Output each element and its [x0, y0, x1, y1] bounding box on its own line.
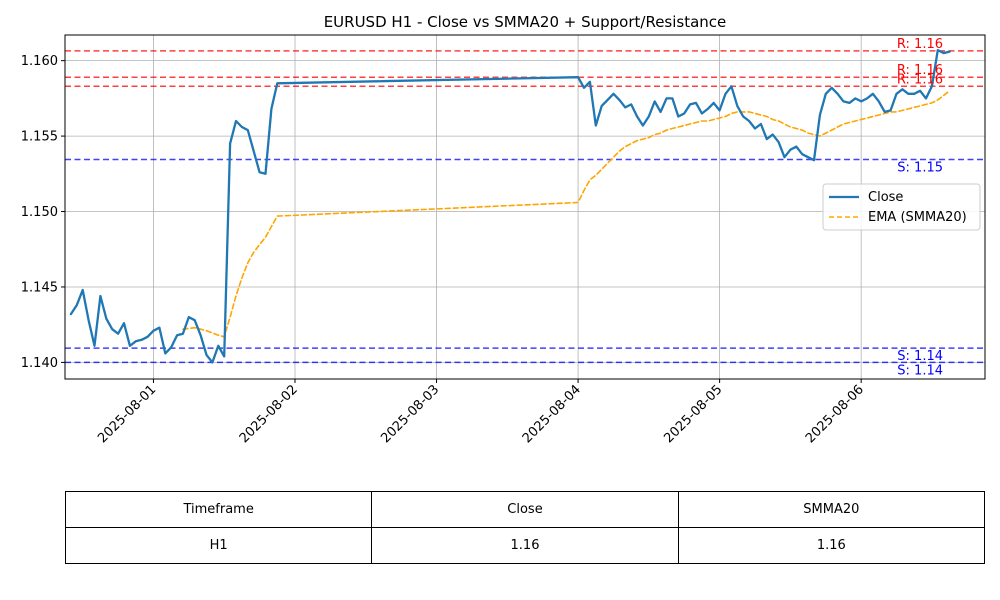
chart-title: EURUSD H1 - Close vs SMMA20 + Support/Re…	[324, 13, 727, 31]
chart: EURUSD H1 - Close vs SMMA20 + Support/Re…	[21, 13, 986, 446]
ema-series-line	[182, 90, 951, 338]
table-header-smma20: SMMA20	[677, 491, 986, 528]
y-axis: 1.140 1.145 1.150 1.155 1.160	[21, 54, 65, 371]
x-tick-label: 2025-08-04	[520, 382, 584, 446]
support-level-label: S: 1.14	[897, 363, 943, 378]
x-tick-label: 2025-08-05	[661, 382, 725, 446]
grid	[65, 35, 985, 379]
y-tick-label: 1.140	[21, 356, 58, 371]
level-labels: R: 1.16R: 1.16R: 1.16S: 1.15S: 1.14S: 1.…	[897, 37, 943, 379]
resistance-level-label: R: 1.16	[897, 72, 943, 87]
legend-close-label: Close	[868, 190, 903, 205]
table-cell-timeframe: H1	[64, 527, 373, 564]
table-cell-close: 1.16	[371, 527, 679, 564]
resistance-level-label: R: 1.16	[897, 37, 943, 52]
x-tick-label: 2025-08-06	[803, 382, 867, 446]
close-series-line	[69, 48, 951, 364]
legend-ema-label: EMA (SMMA20)	[868, 210, 967, 225]
resistance-level-label: R: 1.16	[897, 63, 943, 78]
table-cell-smma20: 1.16	[677, 527, 986, 564]
table-row: H1 1.16 1.16	[64, 527, 986, 564]
y-tick-label: 1.155	[21, 130, 58, 145]
y-tick-label: 1.145	[21, 280, 58, 295]
legend-box	[822, 183, 981, 231]
table-header-close: Close	[371, 491, 679, 528]
series-lines	[69, 48, 951, 364]
summary-table: Timeframe Close SMMA20 H1 1.16 1.16	[64, 491, 986, 564]
y-tick-label: 1.150	[21, 205, 58, 220]
support-level-label: S: 1.15	[897, 160, 943, 175]
x-tick-label: 2025-08-02	[237, 382, 301, 446]
legend: Close EMA (SMMA20)	[822, 183, 981, 231]
table-header-row: Timeframe Close SMMA20	[64, 491, 986, 528]
plot-frame	[64, 34, 986, 380]
x-tick-label: 2025-08-03	[378, 382, 442, 446]
support-level-label: S: 1.14	[897, 349, 943, 364]
x-axis: 2025-08-01 2025-08-02 2025-08-03 2025-08-04…	[95, 379, 867, 446]
table-header-timeframe: Timeframe	[64, 491, 373, 528]
x-tick-label: 2025-08-01	[95, 382, 159, 446]
y-tick-label: 1.160	[21, 54, 58, 69]
